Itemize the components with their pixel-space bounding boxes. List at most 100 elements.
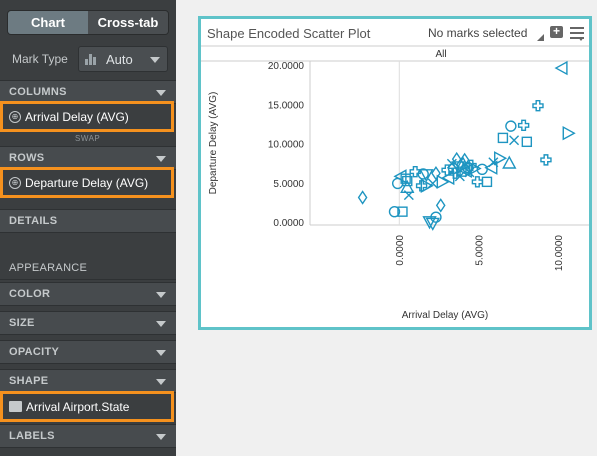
scatter-point-diamond[interactable] <box>459 152 470 168</box>
scatter-point-circle[interactable] <box>417 168 429 180</box>
color-label: COLOR <box>9 288 51 300</box>
mark-type-row: Mark Type Auto <box>0 46 176 72</box>
x-axis-ticks: 0.0000 5.0000 10.0000 <box>395 235 565 272</box>
y-tick-label: 10.0000 <box>268 140 305 151</box>
chevron-down-icon <box>156 350 166 356</box>
measure-icon: ⊕ <box>9 110 21 123</box>
shape-pill[interactable]: Arrival Airport.State <box>0 391 174 422</box>
size-header[interactable]: SIZE <box>0 311 176 335</box>
scatter-point-square[interactable] <box>397 206 408 217</box>
shape-pill-label: Arrival Airport.State <box>26 399 130 414</box>
scatter-point-diamond[interactable] <box>435 198 446 213</box>
scatter-marks <box>357 60 576 231</box>
chevron-down-icon <box>156 156 166 162</box>
scatter-point-plus[interactable] <box>540 154 552 166</box>
measure-icon: ⊕ <box>9 176 21 189</box>
scatter-point-triangle-right[interactable] <box>562 126 576 141</box>
chevron-down-icon <box>156 434 166 440</box>
scatter-point-triangle-down[interactable] <box>425 217 440 231</box>
chevron-down-icon <box>156 90 166 96</box>
tab-cross-tab[interactable]: Cross-tab <box>88 11 168 34</box>
chevron-down-icon <box>156 292 166 298</box>
rows-label: ROWS <box>9 152 45 164</box>
x-axis-label: Arrival Delay (AVG) <box>402 310 489 321</box>
scatter-point-square[interactable] <box>497 132 509 144</box>
scatter-point-triangle-right[interactable] <box>468 161 482 176</box>
mark-type-dropdown[interactable]: Auto <box>78 46 168 72</box>
scatter-point-plus[interactable] <box>517 119 530 132</box>
columns-pill[interactable]: ⊕ Arrival Delay (AVG) <box>0 101 174 132</box>
mark-type-label: Mark Type <box>12 52 68 66</box>
scatter-point-triangle-right[interactable] <box>436 174 450 190</box>
plus-box-icon[interactable]: + <box>550 25 563 38</box>
scatter-point-triangle-down[interactable] <box>422 216 437 230</box>
facet-label: All <box>435 49 446 60</box>
columns-label: COLUMNS <box>9 86 67 98</box>
scatter-point-square[interactable] <box>481 176 493 188</box>
scatter-point-triangle-right[interactable] <box>420 178 434 193</box>
scatter-point-plus[interactable] <box>471 176 484 188</box>
x-tick-label: 0.0000 <box>395 235 406 266</box>
details-header[interactable]: DETAILS <box>0 209 176 233</box>
chevron-down-icon <box>150 57 160 63</box>
view-tabs: Chart Cross-tab <box>7 10 169 35</box>
x-tick-label: 10.0000 <box>554 235 565 272</box>
chart-title: Shape Encoded Scatter Plot <box>207 26 371 41</box>
shape-label: SHAPE <box>9 375 49 387</box>
resize-corner-icon[interactable] <box>537 34 544 41</box>
scatter-point-x[interactable] <box>427 178 438 189</box>
scatter-point-square[interactable] <box>402 175 413 187</box>
scatter-point-square[interactable] <box>521 136 533 148</box>
swap-button[interactable]: SWAP <box>75 134 101 143</box>
labels-header[interactable]: LABELS <box>0 424 176 448</box>
scatter-point-triangle-up[interactable] <box>502 155 517 169</box>
details-drop-zone[interactable] <box>0 233 176 257</box>
scatter-point-diamond[interactable] <box>357 190 368 205</box>
scatter-point-triangle-right[interactable] <box>494 151 508 166</box>
scatter-point-plus[interactable] <box>409 165 421 178</box>
scatter-point-plus[interactable] <box>532 100 544 112</box>
opacity-label: OPACITY <box>9 346 60 358</box>
y-axis-ticks: 0.0000 5.0000 10.0000 15.0000 20.0000 <box>268 61 305 229</box>
scatter-point-triangle-down[interactable] <box>419 169 434 183</box>
x-tick-label: 5.0000 <box>474 235 485 266</box>
y-axis-label: Departure Delay (AVG) <box>208 92 219 195</box>
chart-panel: Shape Encoded Scatter Plot No marks sele… <box>198 16 592 330</box>
size-label: SIZE <box>9 317 35 329</box>
columns-header[interactable]: COLUMNS <box>0 80 176 104</box>
opacity-header[interactable]: OPACITY <box>0 340 176 364</box>
scatter-point-x[interactable] <box>488 157 499 168</box>
scatter-point-x[interactable] <box>509 135 520 146</box>
chevron-down-icon <box>156 379 166 385</box>
scatter-point-plus[interactable] <box>465 159 477 172</box>
sidebar: Chart Cross-tab Mark Type Auto COLUMNS ⊕… <box>0 0 176 456</box>
y-tick-label: 20.0000 <box>268 61 305 72</box>
scatter-point-circle[interactable] <box>388 205 401 218</box>
rows-pill[interactable]: ⊕ Departure Delay (AVG) <box>0 167 174 198</box>
mark-type-value: Auto <box>106 51 133 67</box>
color-header[interactable]: COLOR <box>0 282 176 306</box>
y-tick-label: 5.0000 <box>273 179 304 190</box>
scatter-point-diamond[interactable] <box>451 151 462 167</box>
scatter-point-circle[interactable] <box>505 120 517 132</box>
scatter-point-x[interactable] <box>403 190 414 201</box>
details-label: DETAILS <box>9 215 58 227</box>
selection-status: No marks selected <box>428 26 528 40</box>
y-tick-label: 0.0000 <box>273 218 304 229</box>
rows-pill-label: Departure Delay (AVG) <box>25 175 149 190</box>
columns-pill-label: Arrival Delay (AVG) <box>25 109 129 124</box>
labels-label: LABELS <box>9 430 55 442</box>
rows-header[interactable]: ROWS <box>0 146 176 170</box>
chevron-down-icon <box>156 321 166 327</box>
dimension-icon <box>9 401 22 412</box>
tab-chart[interactable]: Chart <box>8 11 88 34</box>
scatter-point-circle[interactable] <box>430 211 442 223</box>
shape-header[interactable]: SHAPE <box>0 369 176 393</box>
scatter-point-diamond[interactable] <box>431 165 441 181</box>
scatter-point-triangle-left[interactable] <box>554 60 568 76</box>
menu-icon[interactable] <box>570 27 584 41</box>
appearance-header: APPEARANCE <box>0 256 176 280</box>
scatter-plot[interactable]: All 0.0000 5.0000 10.0000 15.0000 20.0000 0.… <box>201 19 589 327</box>
chart-bar-icon <box>85 53 99 65</box>
scatter-point-triangle-up[interactable] <box>400 179 415 194</box>
